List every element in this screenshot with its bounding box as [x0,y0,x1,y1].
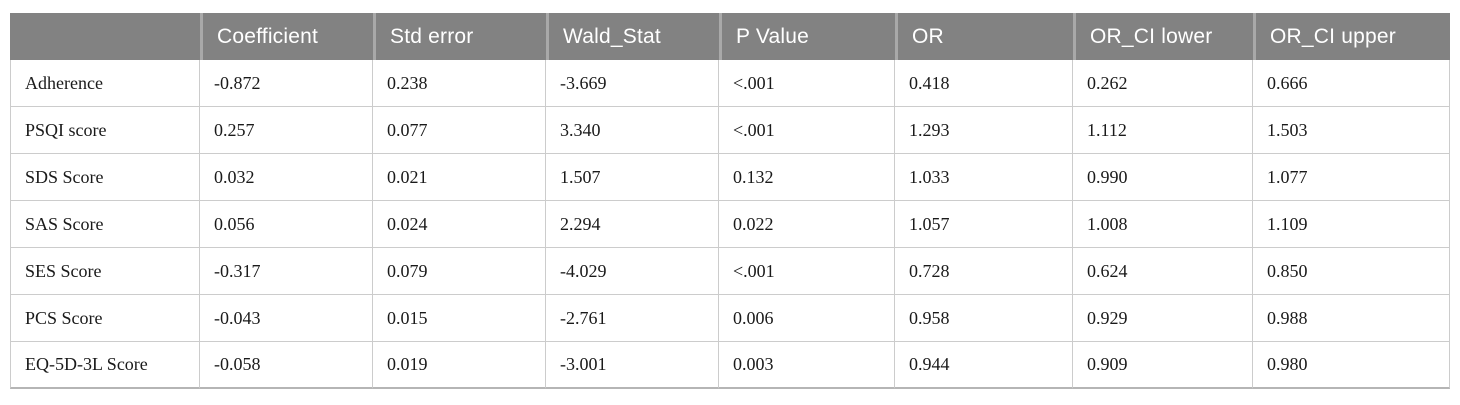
value-cell: <.001 [719,248,895,295]
table-row: Adherence -0.872 0.238 -3.669 <.001 0.418 0.26… [10,60,1450,107]
value-cell: 0.958 [895,295,1073,342]
column-header-wald-stat: Wald_Stat [546,13,719,60]
value-cell: 1.112 [1073,107,1253,154]
row-label-cell: Adherence [10,60,200,107]
results-table: Coefficient Std error Wald_Stat P Value … [10,13,1450,389]
value-cell: 0.006 [719,295,895,342]
results-table-body: Adherence -0.872 0.238 -3.669 <.001 0.418 0.26… [10,60,1450,389]
value-cell: 1.057 [895,201,1073,248]
value-cell: -4.029 [546,248,719,295]
value-cell: -0.043 [200,295,373,342]
value-cell: 0.079 [373,248,546,295]
value-cell: 0.024 [373,201,546,248]
value-cell: -3.669 [546,60,719,107]
value-cell: 0.418 [895,60,1073,107]
value-cell: 0.666 [1253,60,1450,107]
value-cell: 1.503 [1253,107,1450,154]
value-cell: 3.340 [546,107,719,154]
value-cell: 0.988 [1253,295,1450,342]
value-cell: 0.909 [1073,342,1253,389]
table-row: SAS Score 0.056 0.024 2.294 0.022 1.057 1.008 1… [10,201,1450,248]
value-cell: 0.944 [895,342,1073,389]
column-header-or-ci-upper: OR_CI upper [1253,13,1450,60]
value-cell: <.001 [719,60,895,107]
value-cell: 0.021 [373,154,546,201]
results-table-container: Coefficient Std error Wald_Stat P Value … [10,13,1450,389]
column-header-or: OR [895,13,1073,60]
column-header-p-value: P Value [719,13,895,60]
row-label-cell: SAS Score [10,201,200,248]
value-cell: 1.008 [1073,201,1253,248]
value-cell: 0.032 [200,154,373,201]
value-cell: 0.022 [719,201,895,248]
value-cell: 0.257 [200,107,373,154]
value-cell: 0.077 [373,107,546,154]
table-row: SES Score -0.317 0.079 -4.029 <.001 0.728 0.62… [10,248,1450,295]
value-cell: -0.317 [200,248,373,295]
value-cell: -0.872 [200,60,373,107]
value-cell: 1.033 [895,154,1073,201]
row-label-cell: SES Score [10,248,200,295]
value-cell: 0.003 [719,342,895,389]
value-cell: 0.980 [1253,342,1450,389]
row-label-cell: PSQI score [10,107,200,154]
row-label-cell: PCS Score [10,295,200,342]
value-cell: 0.850 [1253,248,1450,295]
table-row: PCS Score -0.043 0.015 -2.761 0.006 0.958 0.92… [10,295,1450,342]
value-cell: 1.293 [895,107,1073,154]
column-header-empty [10,13,200,60]
column-header-coefficient: Coefficient [200,13,373,60]
column-header-or-ci-lower: OR_CI lower [1073,13,1253,60]
value-cell: 0.056 [200,201,373,248]
value-cell: 1.077 [1253,154,1450,201]
row-label-cell: SDS Score [10,154,200,201]
table-row: SDS Score 0.032 0.021 1.507 0.132 1.033 0.990 1… [10,154,1450,201]
value-cell: 0.262 [1073,60,1253,107]
value-cell: -0.058 [200,342,373,389]
value-cell: <.001 [719,107,895,154]
row-label-cell: EQ-5D-3L Score [10,342,200,389]
value-cell: -2.761 [546,295,719,342]
value-cell: 0.929 [1073,295,1253,342]
value-cell: 1.507 [546,154,719,201]
table-row: EQ-5D-3L Score -0.058 0.019 -3.001 0.003 0.94… [10,342,1450,389]
value-cell: 1.109 [1253,201,1450,248]
value-cell: 0.990 [1073,154,1253,201]
column-header-std-error: Std error [373,13,546,60]
value-cell: 0.132 [719,154,895,201]
value-cell: 0.728 [895,248,1073,295]
value-cell: 0.019 [373,342,546,389]
value-cell: -3.001 [546,342,719,389]
value-cell: 0.624 [1073,248,1253,295]
table-row: PSQI score 0.257 0.077 3.340 <.001 1.293 1.112… [10,107,1450,154]
value-cell: 2.294 [546,201,719,248]
table-header-row: Coefficient Std error Wald_Stat P Value … [10,13,1450,60]
value-cell: 0.238 [373,60,546,107]
value-cell: 0.015 [373,295,546,342]
